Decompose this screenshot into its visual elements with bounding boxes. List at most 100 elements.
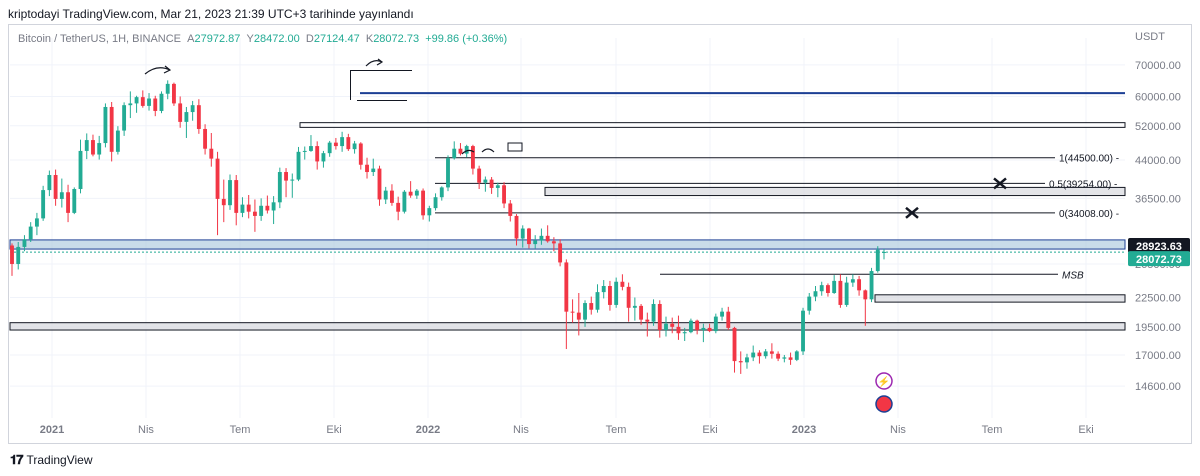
candle-body: [377, 168, 382, 200]
candle-body: [66, 192, 70, 213]
candle-body: [757, 352, 762, 357]
price-axis[interactable]: 70000.00 60000.00 52000.00 44000.00 36500.00…: [1135, 31, 1181, 393]
candle-body: [545, 235, 550, 242]
candle-body: [570, 311, 575, 313]
candle-body: [240, 204, 245, 213]
candle-body: [346, 137, 351, 150]
candle-body: [826, 285, 830, 294]
open-value: 27972.87: [194, 33, 241, 45]
gray-zone-19k: [9, 322, 1126, 331]
y-tick-label: 17000.00: [1135, 350, 1181, 362]
lightning-icon: [875, 372, 893, 390]
y-tick-label: 44000.00: [1135, 155, 1181, 167]
candle-body: [782, 357, 787, 359]
y-tick-label: 19500.00: [1135, 322, 1181, 334]
candle-body: [470, 146, 475, 169]
x-tick-label: Eki: [1078, 424, 1093, 436]
candle-body: [358, 143, 363, 165]
candle-body: [863, 290, 868, 300]
candle-body: [595, 292, 600, 310]
candle-body: [801, 310, 805, 352]
candle-body: [502, 185, 506, 204]
candle-body: [352, 143, 357, 150]
candle-body: [832, 280, 837, 294]
candle-body: [190, 105, 195, 113]
candle-body: [745, 357, 749, 363]
candle-body: [651, 303, 656, 322]
candle-body: [483, 179, 488, 183]
y-tick-label: 22500.00: [1135, 293, 1181, 305]
candle-body: [47, 175, 52, 191]
change-value: +99.86 (+0.36%): [425, 33, 508, 45]
zones: [9, 122, 1126, 331]
candle-body: [720, 311, 724, 317]
fib-0-line-label: 0(34008.00) -: [1059, 209, 1119, 220]
msb-line-label: MSB: [1062, 270, 1084, 281]
chart-frame[interactable]: [8, 24, 1192, 444]
candle-body: [477, 168, 482, 183]
x-tick-label: Nis: [138, 424, 154, 436]
candle-body: [520, 228, 525, 239]
candle-body: [115, 130, 120, 152]
lightning-glyph-icon: ⚡: [878, 375, 890, 388]
candle-body: [514, 215, 519, 239]
candle-body: [533, 240, 538, 245]
gray-zone-38k: [544, 186, 1126, 197]
candle-body: [215, 158, 220, 199]
candle-body: [365, 164, 369, 173]
published-caption: kriptodayi TradingView.com, Mar 21, 2023…: [8, 7, 414, 21]
x-tick-label: Tem: [230, 424, 251, 436]
cross-mark-icon: [905, 206, 919, 219]
curved-arrow-icon: [365, 58, 384, 67]
candle-body: [738, 361, 743, 363]
candle-body: [539, 235, 544, 241]
demand-zone-blue: [9, 239, 1126, 250]
candle-body: [402, 191, 407, 212]
candle-body: [265, 205, 270, 211]
candle-body: [645, 319, 650, 322]
candle-body: [128, 103, 133, 106]
candle-body: [10, 245, 14, 264]
candle-body: [707, 327, 712, 332]
candle-body: [315, 146, 320, 162]
candle-body: [726, 311, 731, 328]
candle-body: [234, 180, 239, 213]
tradingview-logo-icon: 𝟏𝟕: [10, 452, 24, 467]
candle-body: [134, 97, 139, 104]
x-tick-label: Tem: [982, 424, 1003, 436]
time-axis[interactable]: 2021 Nis Tem Eki 2022 Nis Tem Eki 2023 Nis Tem Eki: [40, 424, 1094, 436]
footer-brand[interactable]: 𝟏𝟕 TradingView: [10, 452, 93, 468]
open-label: A: [187, 33, 195, 45]
candle-body: [165, 83, 170, 94]
candle-body: [695, 320, 700, 331]
candle-body: [327, 142, 332, 154]
candle-body: [53, 175, 58, 199]
candle-body: [34, 218, 39, 227]
candle-body: [838, 280, 843, 305]
low-label: D: [305, 33, 314, 45]
candle-body: [439, 187, 444, 198]
symbol-legend: Bitcoin / TetherUS, 1H, BINANCE A27972.8…: [18, 33, 507, 45]
candle-body: [688, 320, 693, 333]
high-value: 28472.00: [253, 33, 300, 45]
candle-body: [277, 172, 282, 203]
close-value: 28072.73: [373, 33, 420, 45]
candle-body: [228, 180, 232, 206]
candle-body: [664, 323, 668, 331]
candle-body: [427, 208, 432, 216]
candle-body: [701, 327, 706, 331]
candles: [10, 80, 886, 374]
candle-body: [558, 243, 563, 263]
candle-body: [371, 168, 376, 173]
x-tick-label: Eki: [702, 424, 717, 436]
candle-body: [776, 353, 781, 359]
grid: [10, 38, 1125, 418]
candle-body: [639, 305, 644, 320]
candle-body: [333, 142, 338, 147]
close-label: K: [365, 33, 374, 45]
candle-body: [41, 190, 46, 219]
candle-body: [713, 316, 718, 332]
x-tick-label: Eki: [326, 424, 341, 436]
